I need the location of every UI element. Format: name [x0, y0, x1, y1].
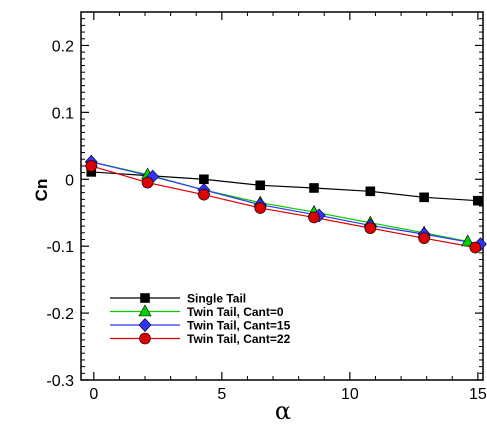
data-point-3-1	[141, 176, 154, 189]
axis-ticks: 0 5 10 15 -0.3 -0.2 -0.1 0 0.1 0.2	[46, 12, 487, 403]
data-point-3-6	[418, 232, 430, 244]
x-tick-label: 0	[89, 386, 98, 403]
y-tick-label: -0.2	[46, 306, 74, 323]
series-line-3	[91, 165, 476, 249]
legend-marker-0	[140, 293, 150, 303]
legend-marker-2	[138, 318, 152, 332]
series-markers	[84, 154, 487, 254]
legend-marker-3	[139, 332, 151, 345]
legend-label-0: Single Tail	[187, 292, 246, 306]
y-tick-label: 0.2	[52, 38, 74, 55]
data-point-3-7	[469, 241, 482, 254]
legend-marker-1	[138, 304, 152, 317]
x-tick-label: 15	[469, 386, 487, 403]
data-point-3-2	[198, 188, 210, 201]
y-tick-label: 0.1	[52, 105, 74, 122]
data-point-0-4	[365, 186, 376, 197]
data-point-0-1	[199, 174, 209, 185]
data-point-0-6	[473, 195, 483, 206]
data-point-0-2	[255, 180, 266, 191]
legend-label-1: Twin Tail, Cant=0	[187, 305, 284, 319]
data-point-3-0	[85, 160, 98, 172]
x-axis-title: α	[275, 397, 291, 425]
data-point-1-7	[461, 234, 475, 247]
y-axis-title: Cn	[32, 179, 51, 202]
y-tick-label: 0	[65, 172, 74, 189]
legend-label-2: Twin Tail, Cant=15	[187, 319, 291, 333]
x-tick-label: 5	[217, 386, 226, 403]
data-point-0-3	[309, 183, 319, 193]
data-point-0-5	[419, 192, 429, 203]
series-line-2	[91, 161, 481, 245]
data-point-3-3	[254, 202, 267, 214]
x-tick-label: 10	[341, 386, 359, 403]
legend-label-3: Twin Tail, Cant=22	[187, 332, 291, 346]
y-tick-label: -0.3	[46, 373, 74, 390]
plot-frame	[80, 11, 484, 381]
y-tick-label: -0.1	[46, 239, 74, 256]
data-point-3-5	[364, 222, 377, 234]
data-point-3-4	[308, 211, 320, 224]
